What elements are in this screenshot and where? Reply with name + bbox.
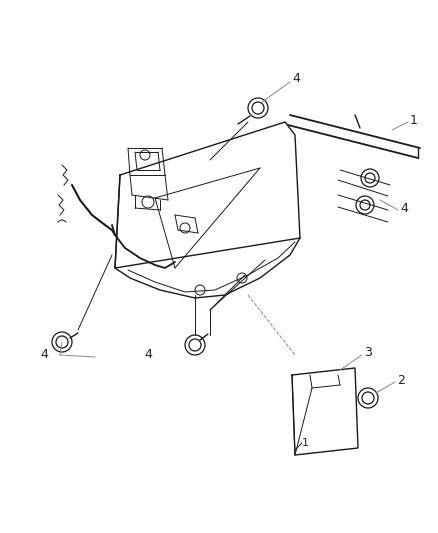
Text: 4: 4 <box>144 349 152 361</box>
Text: 1: 1 <box>410 114 418 126</box>
Text: 4: 4 <box>400 201 408 214</box>
Text: 4: 4 <box>292 71 300 85</box>
Text: 3: 3 <box>364 345 372 359</box>
Text: 1: 1 <box>302 438 309 448</box>
Text: 4: 4 <box>40 349 48 361</box>
Text: 2: 2 <box>397 374 405 386</box>
